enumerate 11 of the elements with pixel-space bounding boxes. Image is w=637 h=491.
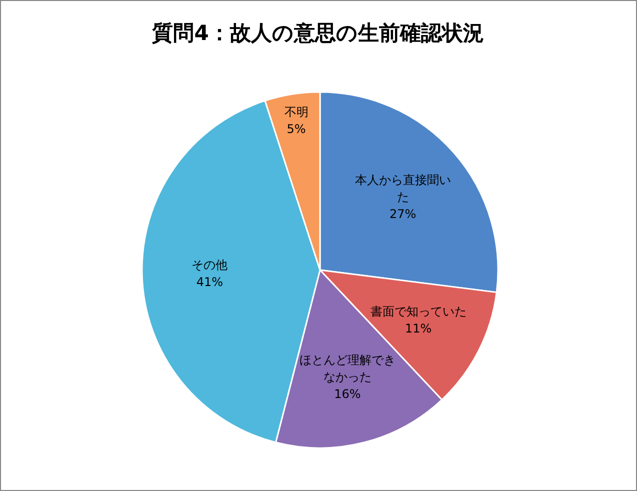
data-label: 16% (334, 386, 361, 401)
slice-label: 不明 (284, 105, 308, 120)
chart-title: 質問4：故人の意思の生前確認状況 (151, 21, 484, 45)
slice-label: その他 (192, 258, 228, 272)
data-label: 11% (404, 322, 432, 336)
data-label: 27% (389, 207, 416, 222)
slice-label: 書面で知っていた (370, 304, 466, 319)
slice-label: 本人から直接聞いた (354, 173, 451, 204)
slice-label: ほとんど理解できなかった (299, 352, 396, 384)
data-label: 41% (196, 274, 224, 289)
data-label: 5% (286, 122, 306, 136)
